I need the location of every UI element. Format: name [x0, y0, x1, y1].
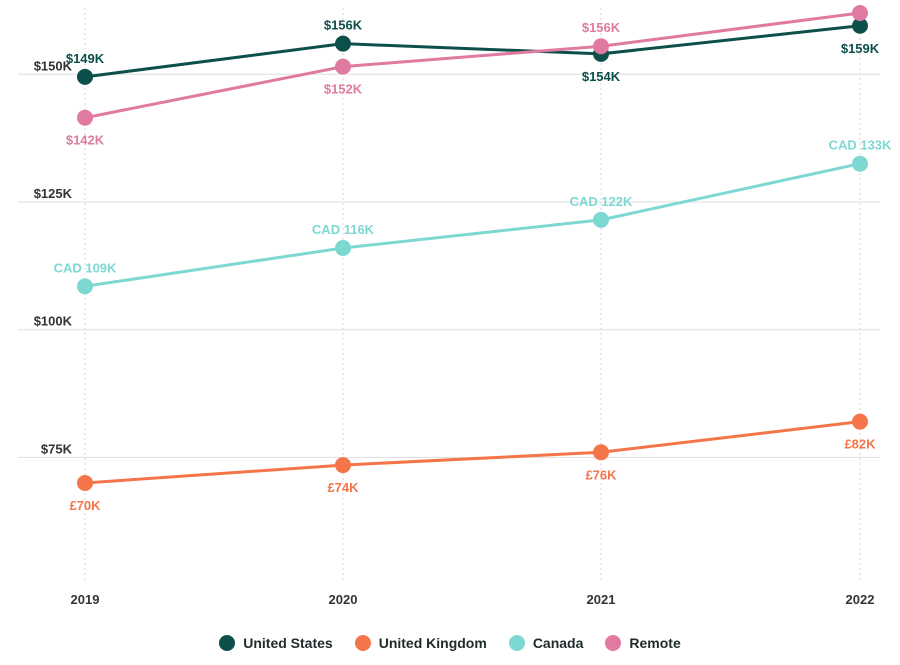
data-point [852, 413, 868, 430]
data-point [335, 457, 351, 474]
legend-item: Canada [508, 635, 584, 651]
data-label: CAD 109K [54, 260, 117, 275]
x-tick-label: 2022 [846, 592, 875, 607]
x-tick-label: 2020 [329, 592, 358, 607]
y-tick-label: $75K [41, 441, 73, 456]
legend-label: United Kingdom [378, 635, 487, 651]
data-point [335, 239, 351, 256]
data-point [335, 58, 351, 75]
series-line-canada [84, 162, 861, 288]
legend-swatch [605, 635, 622, 651]
legend: United States United Kingdom Canada Remote [0, 630, 900, 656]
y-tick-label: $150K [34, 58, 73, 73]
data-point [77, 278, 93, 295]
legend-swatch [354, 635, 371, 651]
data-point [593, 211, 609, 228]
x-tick-label: 2019 [71, 592, 100, 607]
data-label: $156K [582, 20, 621, 35]
y-tick-label: $125K [34, 186, 73, 201]
data-label: $154K [582, 69, 621, 84]
data-label: £74K [327, 480, 359, 495]
data-label: CAD 122K [570, 194, 633, 209]
data-point [77, 109, 93, 126]
series-line-united-kingdom [84, 420, 861, 485]
legend-swatch [508, 635, 525, 651]
data-label: £82K [844, 437, 876, 452]
series-line-united-states [84, 24, 861, 79]
legend-item: United States [219, 635, 333, 651]
data-point [77, 474, 93, 491]
legend-item: United Kingdom [354, 635, 487, 651]
data-label: $149K [66, 51, 105, 66]
data-point [77, 68, 93, 85]
line-chart: $75K $100K $125K $150K 2019 2020 2021 2022 $149K… [18, 0, 892, 607]
data-label: £70K [69, 498, 101, 513]
data-point [852, 5, 868, 21]
data-label: CAD 116K [312, 222, 375, 237]
data-point [593, 444, 609, 461]
data-label: $142K [66, 133, 105, 148]
y-tick-label: $100K [34, 314, 73, 329]
data-point [852, 155, 868, 172]
legend-label: Remote [629, 635, 681, 651]
legend-swatch [219, 635, 236, 651]
series-line-remote [84, 11, 861, 120]
legend-label: Canada [532, 635, 584, 651]
data-label: $156K [324, 18, 363, 33]
legend-label: United States [243, 635, 333, 651]
data-label: $152K [324, 82, 363, 97]
data-label: £76K [585, 467, 617, 482]
data-label: $162K [841, 0, 880, 2]
data-label: CAD 133K [829, 138, 892, 153]
data-label: $159K [841, 41, 880, 56]
x-tick-label: 2021 [587, 592, 616, 607]
data-point [593, 38, 609, 55]
data-point [852, 17, 868, 34]
data-point [335, 35, 351, 52]
legend-item: Remote [605, 635, 681, 651]
